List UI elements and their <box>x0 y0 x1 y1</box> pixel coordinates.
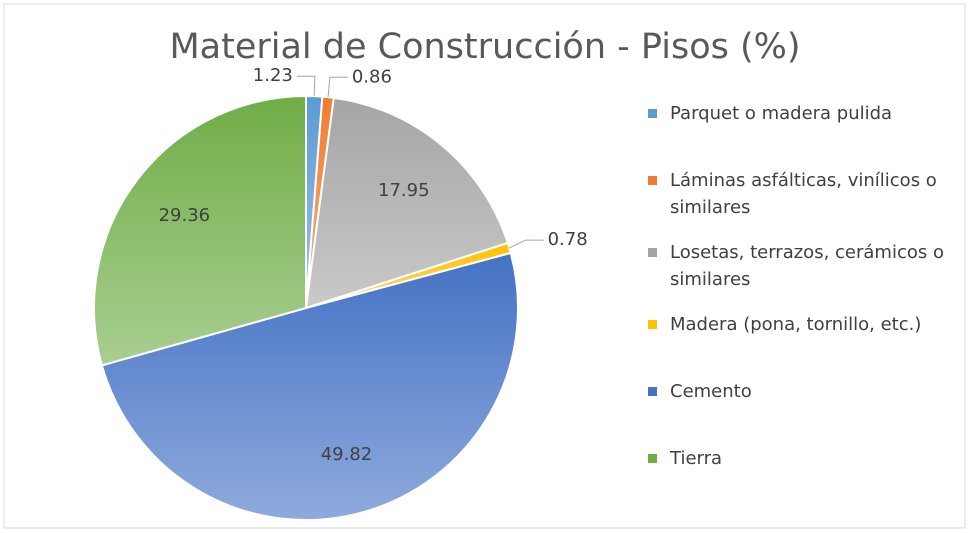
chart-title: Material de Construcción - Pisos (%) <box>169 27 800 67</box>
legend-item: Madera (pona, tornillo, etc.) <box>648 311 958 338</box>
legend-item: Losetas, terrazos, cerámicos o similares <box>648 239 958 293</box>
legend-label: Parquet o madera pulida <box>670 103 893 124</box>
legend-swatch <box>648 109 657 118</box>
legend-item: Cemento <box>648 378 958 405</box>
legend-swatch <box>648 248 657 257</box>
legend-item: Láminas asfálticas, vinílicos o similare… <box>648 167 958 221</box>
data-label: 0.86 <box>352 66 392 87</box>
legend-swatch <box>648 320 657 329</box>
legend-swatch <box>648 454 657 463</box>
leader-line <box>509 239 544 249</box>
legend-label: Losetas, terrazos, cerámicos o similares <box>670 242 944 290</box>
legend-label: Tierra <box>670 448 723 469</box>
legend-label: Madera (pona, tornillo, etc.) <box>670 314 922 335</box>
legend-swatch <box>648 387 657 396</box>
pie-slice <box>100 251 519 521</box>
leader-line <box>296 75 316 97</box>
legend-label: Cemento <box>670 381 752 402</box>
legend-item: Tierra <box>648 445 958 472</box>
legend: Parquet o madera pulida Láminas asfáltica… <box>648 100 958 472</box>
data-label: 49.82 <box>321 444 373 465</box>
leader-line <box>327 76 348 98</box>
data-label: 0.78 <box>548 229 588 250</box>
pie-slice <box>304 96 510 310</box>
data-label: 17.95 <box>378 180 430 201</box>
data-label: 29.36 <box>159 205 211 226</box>
pie-slice <box>93 94 307 367</box>
legend-item: Parquet o madera pulida <box>648 100 958 127</box>
data-label: 1.23 <box>253 65 293 86</box>
legend-swatch <box>648 176 657 185</box>
legend-label: Láminas asfálticas, vinílicos o similare… <box>670 170 937 218</box>
